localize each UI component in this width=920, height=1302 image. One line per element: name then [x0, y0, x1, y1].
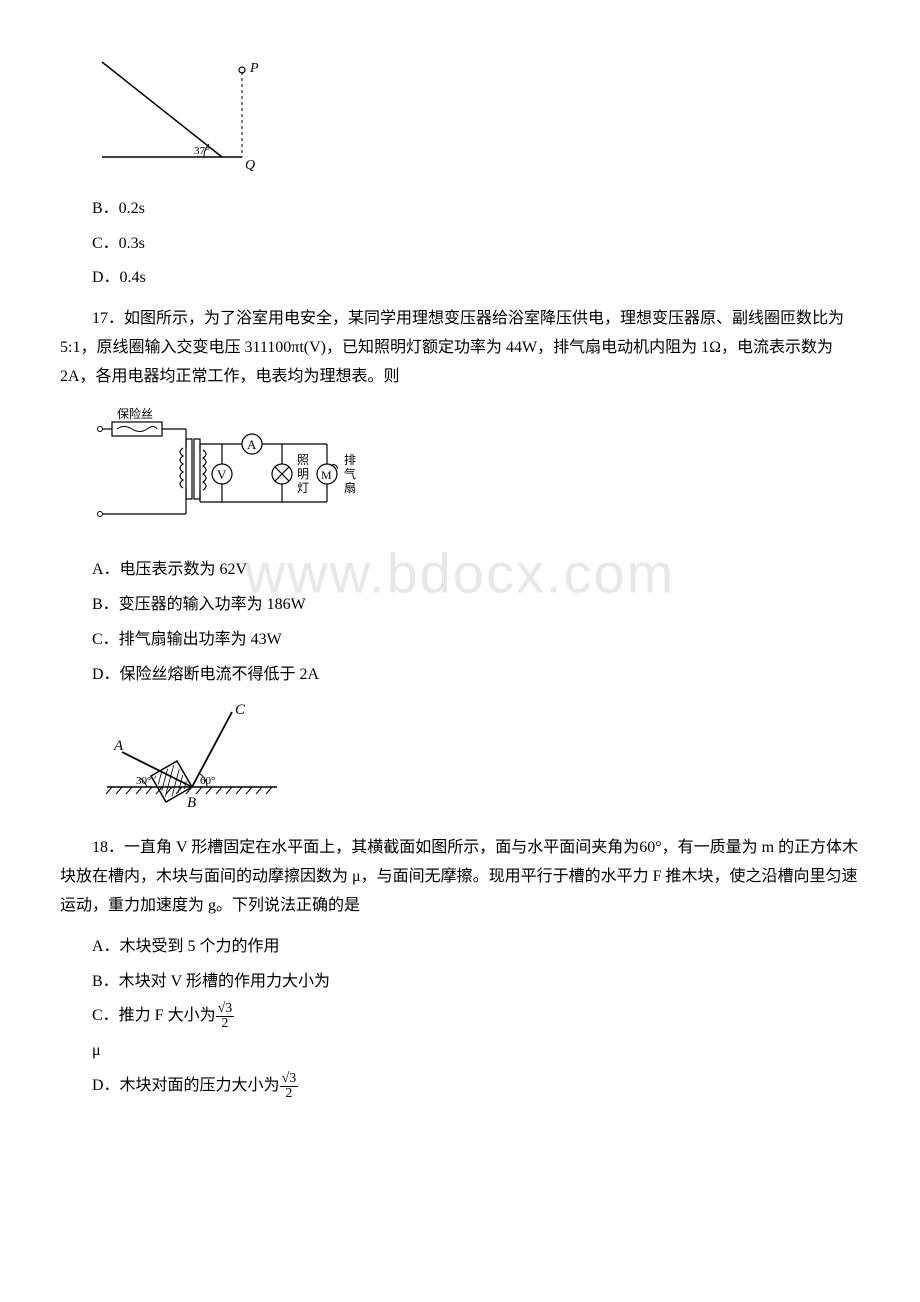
q18-option-c: C．推力 F 大小为√32 — [92, 1002, 860, 1031]
lamp-label3: 灯 — [297, 481, 309, 495]
q18-mu: μ — [92, 1037, 860, 1066]
fuse-label: 保险丝 — [117, 406, 153, 421]
q17-option-c: C．排气扇输出功率为 43W — [92, 626, 860, 655]
fan-label2: 气 — [344, 466, 356, 481]
point-a: A — [113, 738, 124, 754]
point-q: Q — [245, 158, 255, 172]
fraction-c: √32 — [216, 1002, 235, 1031]
frac-den: 2 — [216, 1017, 235, 1031]
page-content: P Q 37° B．0.2s C．0.3s D．0.4s 17．如图所示，为了浴… — [60, 52, 860, 1101]
q18-c-prefix: C．推力 F 大小为 — [92, 1008, 216, 1025]
frac-den-d: 2 — [280, 1087, 299, 1101]
q17-text: 17．如图所示，为了浴室用电安全，某同学用理想变压器给浴室降压供电，理想变压器原… — [60, 305, 860, 391]
q18-text: 18．一直角 V 形槽固定在水平面上，其横截面如图所示，面与水平面间夹角为60°… — [60, 834, 860, 920]
q16-option-d: D．0.4s — [92, 264, 860, 293]
q18-option-a: A．木块受到 5 个力的作用 — [92, 933, 860, 962]
q18-option-d: D．木块对面的压力大小为√32 — [92, 1072, 860, 1101]
point-p: P — [249, 61, 259, 76]
angle-60: 60° — [200, 775, 215, 787]
point-b: B — [187, 795, 196, 811]
frac-num: √3 — [216, 1002, 235, 1017]
lamp-label2: 明 — [297, 467, 309, 481]
angle-30: 30° — [136, 775, 151, 787]
q16-option-c: C．0.3s — [92, 230, 860, 259]
q17-option-d: D．保险丝熔断电流不得低于 2A — [92, 661, 860, 690]
motor-label: M — [321, 468, 332, 482]
lamp-label1: 照 — [297, 453, 309, 467]
angle-37: 37° — [194, 145, 209, 157]
fraction-d: √32 — [280, 1072, 299, 1101]
voltmeter-label: V — [217, 467, 227, 482]
q18-option-b: B．木块对 V 形槽的作用力大小为 — [92, 968, 860, 997]
ammeter-label: A — [247, 437, 257, 452]
figure-q18: 30° 60° A B C — [92, 702, 860, 823]
fan-label1: 排 — [344, 453, 356, 467]
q18-d-prefix: D．木块对面的压力大小为 — [92, 1077, 280, 1094]
frac-num-d: √3 — [280, 1072, 299, 1087]
fan-label3: 扇 — [344, 480, 356, 495]
q16-option-b: B．0.2s — [92, 195, 860, 224]
q17-option-b: B．变压器的输入功率为 186W — [92, 591, 860, 620]
q17-option-a: A．电压表示数为 62V — [92, 556, 860, 585]
point-c: C — [235, 702, 246, 718]
figure-q17: 保险丝 A V — [92, 404, 860, 545]
figure-q16: P Q 37° — [92, 52, 860, 183]
